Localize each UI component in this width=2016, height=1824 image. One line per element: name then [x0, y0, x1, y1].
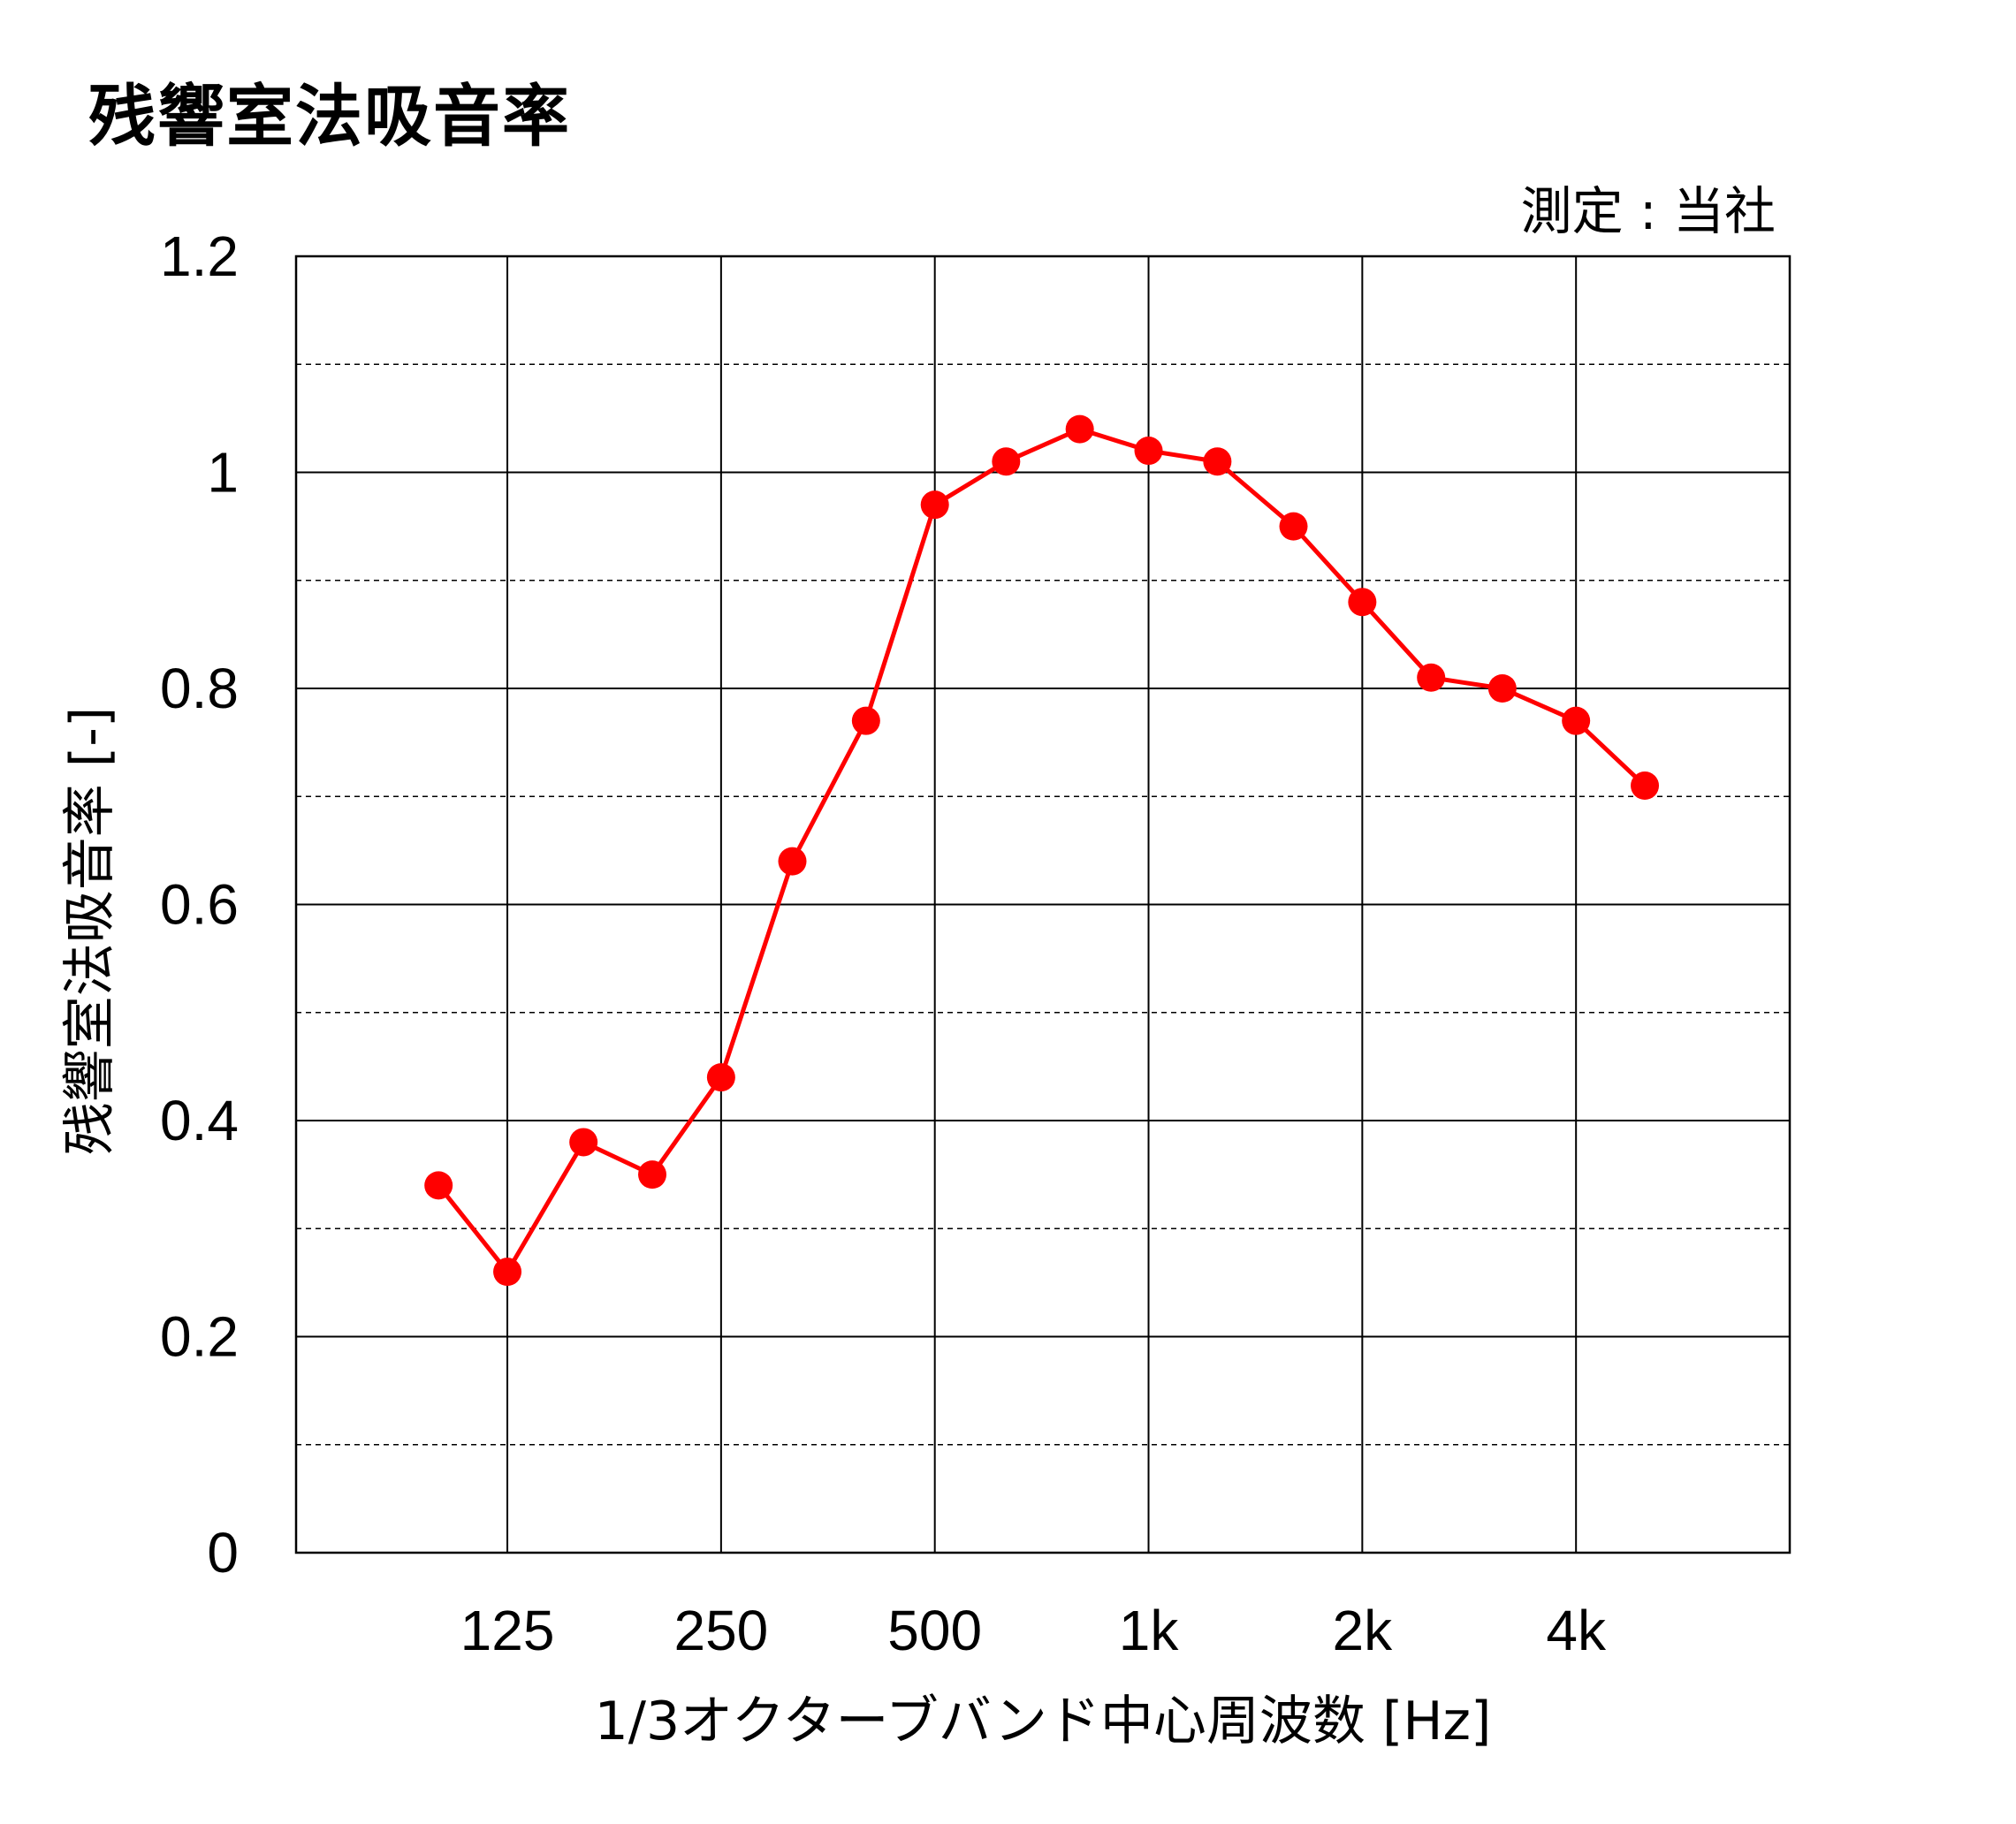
- plot-area: [294, 255, 1792, 1554]
- data-point: [706, 1063, 735, 1092]
- x-axis-ticks: 125 250 500 1k 2k 4k: [460, 1599, 1607, 1662]
- y-tick-label: 1: [207, 441, 239, 505]
- x-tick-label: 4k: [1546, 1599, 1607, 1662]
- data-point: [1487, 674, 1517, 703]
- data-point: [638, 1160, 667, 1189]
- source-note: 測定 : 当社: [1520, 181, 1776, 241]
- y-tick-label: 0.8: [160, 657, 239, 720]
- x-tick-label: 2k: [1333, 1599, 1394, 1662]
- data-point: [851, 706, 880, 735]
- x-axis-label: 1/3オクターブバンド中心周波数 [Hz]: [595, 1691, 1492, 1752]
- data-point: [778, 847, 807, 876]
- y-axis-label: 残響室法吸音率 [-]: [59, 707, 121, 1156]
- y-axis-ticks: 0 0.2 0.4 0.6 0.8 1 1.2: [160, 224, 239, 1585]
- y-tick-label: 0.2: [160, 1305, 239, 1369]
- y-tick-label: 0.4: [160, 1089, 239, 1152]
- series: [424, 414, 1660, 1287]
- data-point: [1065, 414, 1094, 444]
- data-point: [1417, 663, 1446, 692]
- x-tick-label: 500: [887, 1599, 982, 1662]
- data-point: [1134, 437, 1163, 466]
- y-tick-label: 0: [207, 1521, 239, 1585]
- grid: [296, 256, 1790, 1553]
- y-tick-label: 1.2: [160, 224, 239, 288]
- data-point: [1203, 447, 1232, 476]
- data-point: [569, 1128, 598, 1157]
- x-tick-label: 250: [673, 1599, 768, 1662]
- chart-title: 残響室法吸音率: [88, 77, 571, 156]
- y-tick-label: 0.6: [160, 873, 239, 937]
- series-line: [437, 427, 1647, 1274]
- data-point: [1279, 512, 1308, 541]
- data-point: [424, 1171, 453, 1200]
- data-point: [1562, 706, 1591, 735]
- data-point: [920, 490, 949, 520]
- data-point: [1348, 588, 1377, 617]
- x-tick-label: 1k: [1119, 1599, 1180, 1662]
- data-point: [992, 447, 1021, 476]
- x-tick-label: 125: [460, 1599, 555, 1662]
- data-point: [1631, 771, 1660, 801]
- data-point: [493, 1258, 522, 1287]
